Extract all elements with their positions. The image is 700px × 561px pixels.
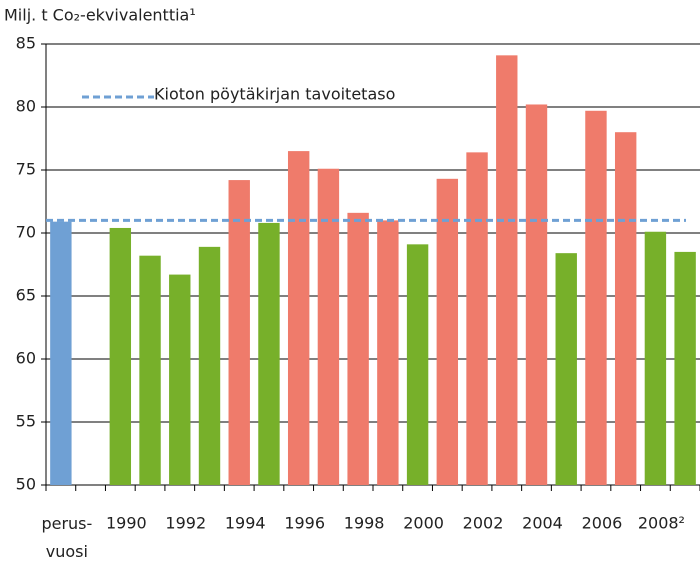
- y-tick-label: 85: [16, 34, 36, 53]
- x-tick-label: 1996: [284, 514, 325, 533]
- y-tick-label: 65: [16, 286, 36, 305]
- y-tick-label: 80: [16, 97, 36, 116]
- bar: [287, 151, 310, 485]
- bar: [614, 132, 637, 485]
- bar: [496, 55, 518, 486]
- bar: [228, 180, 250, 485]
- y-axis-label: Milj. t Co₂-ekvivalenttia¹: [4, 6, 196, 25]
- bar: [139, 255, 161, 485]
- y-tick-label: 50: [16, 475, 36, 494]
- bar: [317, 168, 340, 486]
- bar: [50, 221, 72, 485]
- x-tick-label: 1990: [106, 514, 147, 533]
- bar: [169, 274, 191, 485]
- x-tick-label: 2004: [522, 514, 563, 533]
- y-tick-label: 55: [16, 412, 36, 431]
- bar: [258, 222, 280, 486]
- bar: [198, 246, 221, 485]
- bar: [525, 104, 548, 485]
- bar: [109, 227, 132, 485]
- x-tick-label: 1998: [344, 514, 385, 533]
- x-tick-label: 2008²: [638, 514, 685, 533]
- bar: [377, 220, 399, 485]
- legend-label: Kioton pöytäkirjan tavoitetaso: [154, 85, 395, 104]
- y-tick-label: 70: [16, 223, 36, 242]
- bar: [555, 253, 577, 485]
- bar: [674, 251, 696, 485]
- x-tick-label: 1992: [165, 514, 206, 533]
- y-tick-label: 75: [16, 160, 36, 179]
- x-tick-label: 1994: [225, 514, 266, 533]
- x-tick-label: 2006: [582, 514, 623, 533]
- x-tick-label: perus-vuosi: [41, 514, 92, 561]
- y-tick-label: 60: [16, 349, 36, 368]
- x-tick-label: 2002: [463, 514, 504, 533]
- bar: [466, 152, 488, 486]
- bar: [436, 178, 459, 485]
- bar: [406, 244, 429, 485]
- bar: [347, 212, 369, 485]
- bar: [585, 110, 607, 485]
- x-tick-label: 2000: [403, 514, 444, 533]
- bar: [644, 231, 667, 485]
